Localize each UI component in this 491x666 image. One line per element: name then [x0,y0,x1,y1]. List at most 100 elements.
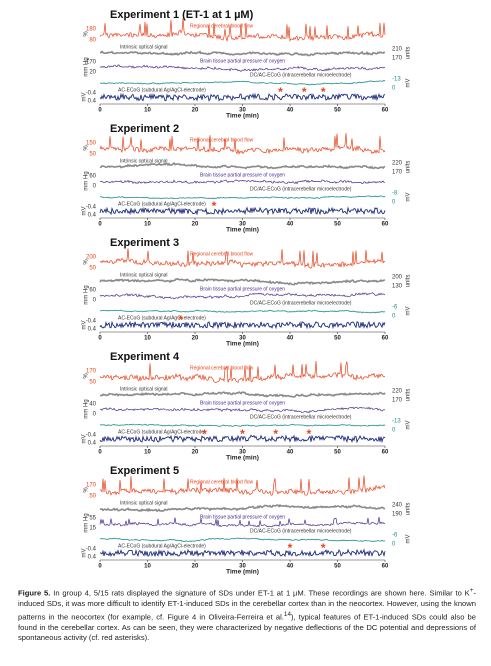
unit-label: mV [82,549,88,558]
trace [99,360,386,383]
tick-label: 220 [392,161,403,167]
trace-label: Intrinsic optical signal [120,272,168,278]
x-tick-label: 0 [98,564,102,570]
unit-label: mm Hg [84,399,90,418]
caption-text: -induced SDs, it was more difficult to i… [18,588,476,622]
trace-label: DC/AC-ECoG (intracerebellar microelectro… [250,300,352,306]
tick-label: 190 [392,512,403,518]
tick-label: 0.4 [88,327,97,333]
trace-label: Brain tissue partial pressure of oxygen [200,514,285,520]
tick-label: -0.4 [86,433,97,439]
caption: Figure 5. In group 4, 5/15 rats displaye… [18,586,476,644]
trace [99,320,386,330]
tick-label: 0 [392,542,396,548]
tick-label: 0 [93,412,97,418]
tick-label: 0 [392,86,396,92]
trace-label: Brain tissue partial pressure of oxygen [200,400,285,406]
x-tick-label: 50 [334,222,341,228]
trace-label: AC-ECoG (subdural Ag/AgCl-electrode) [118,315,206,321]
x-tick-label: 50 [334,336,341,342]
tick-label: 170 [392,56,403,62]
unit-label: mm Hg [84,513,90,532]
tick-label: 15 [89,526,96,532]
unit-label: units [406,47,412,60]
caption-label: Figure 5. [18,588,51,598]
trace [99,161,386,170]
x-tick-label: 60 [382,450,389,456]
unit-label: units [406,275,412,288]
tick-label: -13 [392,419,401,425]
trace-label: AC-ECoG (subdural Ag/AgCl-electrode) [118,543,206,549]
tick-label: -0.4 [86,547,97,553]
tick-label: 50 [89,380,96,386]
unit-label: mm Hg [84,285,90,304]
tick-label: -6 [392,305,398,311]
trace-label: DC/AC-ECoG (intracerebellar microelectro… [250,72,352,78]
trace [99,17,386,43]
x-tick-label: 40 [287,564,294,570]
trace-label: Regional cerebral blood flow [190,137,253,143]
tick-label: 150 [86,141,97,147]
caption-sup: + [469,587,474,594]
x-axis-label: Time (min) [226,455,259,462]
tick-label: -6 [392,533,398,539]
tick-label: 0 [392,428,396,434]
x-tick-label: 30 [239,450,246,456]
tick-label: -0.4 [86,319,97,325]
asterisk: * [212,199,217,213]
x-tick-label: 60 [382,108,389,114]
asterisk: * [273,427,278,441]
tick-label: 40 [89,402,96,408]
asterisk: * [321,541,326,555]
x-tick-label: 20 [192,564,199,570]
tick-label: 170 [392,398,403,404]
trace [99,179,385,185]
trace [99,475,386,496]
x-axis-label: Time (min) [226,113,259,120]
caption-sup: 14 [283,610,291,618]
unit-label: mm Hg [84,171,90,190]
asterisk: * [302,85,307,99]
trace [99,292,386,300]
asterisk: * [202,427,207,441]
tick-label: 170 [86,369,97,375]
x-tick-label: 60 [382,564,389,570]
x-tick-label: 0 [98,222,102,228]
trace-label: Intrinsic optical signal [120,500,168,506]
asterisk: * [307,427,312,441]
trace-label: Regional cerebral blood flow [190,365,253,371]
x-tick-label: 0 [98,450,102,456]
caption-text: ), typical features of ET-1-induced SDs … [18,612,476,643]
trace [99,517,386,528]
unit-label: mV [406,535,412,544]
tick-label: 0 [93,298,97,304]
trace-label: AC-ECoG (subdural Ag/AgCl-electrode) [118,201,206,207]
x-tick-label: 10 [144,108,151,114]
trace [99,278,386,286]
trace [99,537,386,543]
x-tick-label: 20 [192,336,199,342]
tick-label: 170 [86,60,97,66]
tick-label: -0.4 [86,91,97,97]
tick-label: 60 [89,174,96,180]
x-tick-label: 30 [239,222,246,228]
trace [99,79,386,86]
unit-label: % [84,145,90,151]
tick-label: 170 [392,170,403,176]
panel-title: Experiment 2 [110,123,179,135]
trace-label: Intrinsic optical signal [120,158,168,164]
trace [99,92,386,102]
unit-label: % [84,31,90,37]
figure: Experiment 1 (ET-1 at 1 µM) Regional cere… [82,9,412,576]
asterisk: * [288,541,293,555]
x-tick-label: 20 [192,108,199,114]
tick-label: 60 [89,288,96,294]
x-tick-label: 10 [144,336,151,342]
trace-label: AC-ECoG (subdural Ag/AgCl-electrode) [118,429,206,435]
trace [99,406,386,414]
panel-title: Experiment 3 [110,237,179,249]
trace-label: Regional cerebral blood flow [190,479,253,485]
tick-label: 55 [89,516,96,522]
unit-label: mV [82,207,88,216]
tick-label: 0.4 [88,213,97,219]
